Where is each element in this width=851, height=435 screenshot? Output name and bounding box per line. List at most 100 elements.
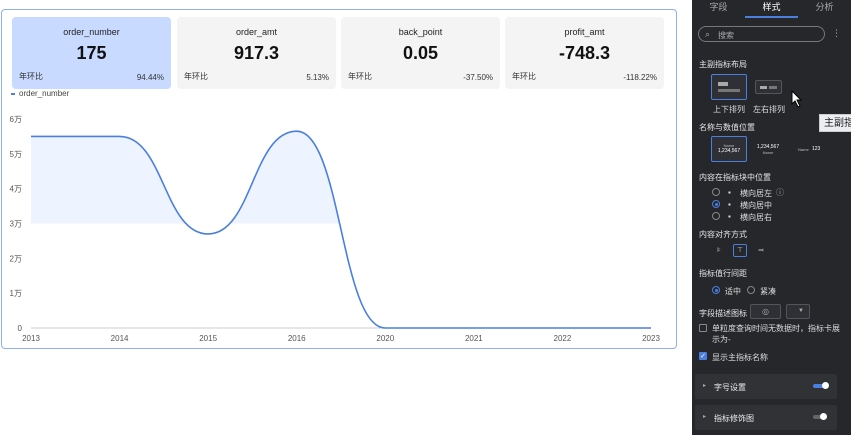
x-tick-label: 2016: [288, 334, 306, 343]
decoration-toggle[interactable]: [813, 413, 827, 420]
radio-right[interactable]: [712, 212, 720, 220]
thumb-value: 123: [812, 146, 821, 152]
panel-tabs: 字段 样式 分析: [692, 0, 851, 18]
trend-chart: 0 1万 2万 3万 4万 5万 6万 2013 2014 2015 2016 2020 2021 202…: [10, 115, 661, 343]
search-input[interactable]: ⌕ 搜索: [698, 26, 825, 42]
x-tick-label: 2015: [199, 334, 217, 343]
compare-value: 5.13%: [306, 73, 329, 82]
tooltip: 主副指: [819, 114, 851, 132]
content-position-title: 内容在指标块中位置: [699, 173, 771, 182]
info-icon[interactable]: ⓘ: [776, 188, 784, 197]
search-placeholder: 搜索: [718, 31, 734, 40]
tab-style[interactable]: 样式: [745, 0, 798, 18]
metric-value: 0.05: [402, 43, 439, 63]
chevron-down-icon[interactable]: ▼: [786, 304, 810, 319]
radio-left[interactable]: [712, 188, 720, 196]
layout-section-title: 主副指标布局: [699, 60, 747, 69]
radio-right-label: 横向居右: [740, 213, 772, 222]
legend-label: order_number: [19, 89, 70, 98]
show-main-name-label: 显示主指标名称: [712, 353, 768, 362]
y-tick-label: 3万: [10, 220, 22, 229]
legend-swatch: [11, 92, 15, 95]
position-bottom-option[interactable]: 1,234,567 Name: [753, 136, 783, 162]
y-tick-label: 1万: [10, 289, 22, 298]
x-tick-label: 2013: [22, 334, 40, 343]
mouse-cursor-icon: [791, 90, 803, 108]
radio-spacing-medium[interactable]: [712, 286, 720, 294]
font-settings-toggle[interactable]: [813, 382, 829, 389]
metric-value: -748.3: [558, 43, 611, 63]
tab-fields[interactable]: 字段: [709, 2, 728, 12]
tab-analysis[interactable]: 分析: [815, 2, 834, 12]
y-tick-label: 6万: [10, 115, 22, 124]
desc-icon-picker[interactable]: ◎: [750, 304, 781, 319]
position-top-option[interactable]: Name 1,234,567: [711, 136, 747, 162]
search-icon: ⌕: [705, 29, 711, 39]
metric-value: 175: [76, 43, 107, 63]
icon-center-align: ▪: [728, 200, 731, 209]
style-panel: 字段 样式 分析 ⌕ 搜索 ⋮ 主副指标布局 上下排列 左右排列 名称与数值位置…: [692, 0, 851, 435]
compare-label: 年环比: [348, 72, 372, 81]
show-main-name-checkbox[interactable]: ✓: [699, 352, 707, 360]
metric-card-widget[interactable]: order_number 175 年环比 94.44% order_amt 91…: [1, 9, 677, 349]
align-left-icon[interactable]: ⊧: [717, 247, 721, 254]
compare-value: -118.22%: [623, 73, 657, 82]
radio-left-label: 横向居左: [740, 189, 772, 198]
compare-label: 年环比: [184, 72, 208, 81]
metric-name: order_amt: [235, 27, 278, 37]
compare-label: 年环比: [512, 72, 536, 81]
caret-right-icon: ▸: [703, 383, 707, 389]
compare-label: 年环比: [19, 72, 43, 81]
x-tick-label: 2020: [376, 334, 394, 343]
icon-right-align: ▪: [728, 212, 731, 221]
font-settings-label: 字号设置: [714, 383, 746, 392]
empty-display-label: 单粒度查询时间无数据时，指标卡展示为-: [712, 324, 840, 344]
radio-spacing-compact[interactable]: [747, 286, 755, 294]
empty-display-checkbox[interactable]: [699, 324, 707, 332]
radio-center[interactable]: [712, 200, 720, 208]
align-center-icon[interactable]: ⊤: [733, 244, 747, 257]
align-right-icon[interactable]: ⫤: [758, 247, 764, 254]
caret-right-icon: ▸: [703, 414, 707, 420]
series-line: [31, 130, 651, 329]
y-tick-label: 2万: [10, 254, 22, 263]
y-tick-label: 5万: [10, 150, 22, 159]
decoration-label: 指标修饰图: [714, 414, 754, 423]
x-tick-label: 2014: [111, 334, 129, 343]
y-tick-label: 0: [18, 324, 23, 333]
thumb-name: Name: [762, 150, 774, 155]
layout-vertical-label: 上下排列: [713, 105, 745, 114]
radio-center-label: 横向居中: [740, 201, 772, 210]
position-side-option[interactable]: Name 123: [793, 140, 824, 158]
metric-name: profit_amt: [564, 27, 605, 37]
x-tick-label: 2022: [554, 334, 572, 343]
y-tick-label: 4万: [10, 185, 22, 194]
metric-card-back-point[interactable]: back_point 0.05 年环比 -37.50%: [341, 17, 500, 89]
decoration-section[interactable]: ▸ 指标修饰图: [695, 405, 837, 430]
layout-vertical-option[interactable]: [711, 74, 747, 100]
thumb-name: Name: [723, 143, 735, 148]
x-tick-label: 2021: [465, 334, 483, 343]
chart-legend[interactable]: order_number: [11, 89, 69, 98]
metric-value: 917.3: [233, 43, 280, 63]
metric-name: order_number: [63, 27, 120, 37]
compare-value: 94.44%: [136, 73, 164, 82]
layout-horizontal-option[interactable]: [755, 80, 782, 94]
more-options-icon[interactable]: ⋮: [832, 28, 841, 38]
thumb-value: 1,234,567: [756, 144, 780, 150]
metric-name: back_point: [398, 27, 443, 37]
thumb-value: 1,234,567: [717, 148, 741, 154]
area-fill: [31, 131, 651, 224]
desc-icon-title: 字段描述图标: [699, 309, 747, 318]
font-settings-section[interactable]: ▸ 字号设置: [695, 374, 837, 399]
metric-card-order-amt[interactable]: order_amt 917.3 年环比 5.13%: [177, 17, 336, 89]
icon-left-align: ▪: [728, 188, 731, 197]
spacing-section-title: 指标值行间距: [699, 269, 747, 278]
metric-card-order-number[interactable]: order_number 175 年环比 94.44%: [12, 17, 171, 89]
radio-spacing-compact-label: 紧凑: [760, 287, 776, 296]
x-tick-label: 2023: [642, 334, 660, 343]
metric-card-profit-amt[interactable]: profit_amt -748.3 年环比 -118.22%: [505, 17, 664, 89]
dashboard-canvas: order_number 175 年环比 94.44% order_amt 91…: [1, 9, 677, 349]
thumb-name: Name: [798, 147, 809, 152]
position-section-title: 名称与数值位置: [699, 123, 755, 132]
